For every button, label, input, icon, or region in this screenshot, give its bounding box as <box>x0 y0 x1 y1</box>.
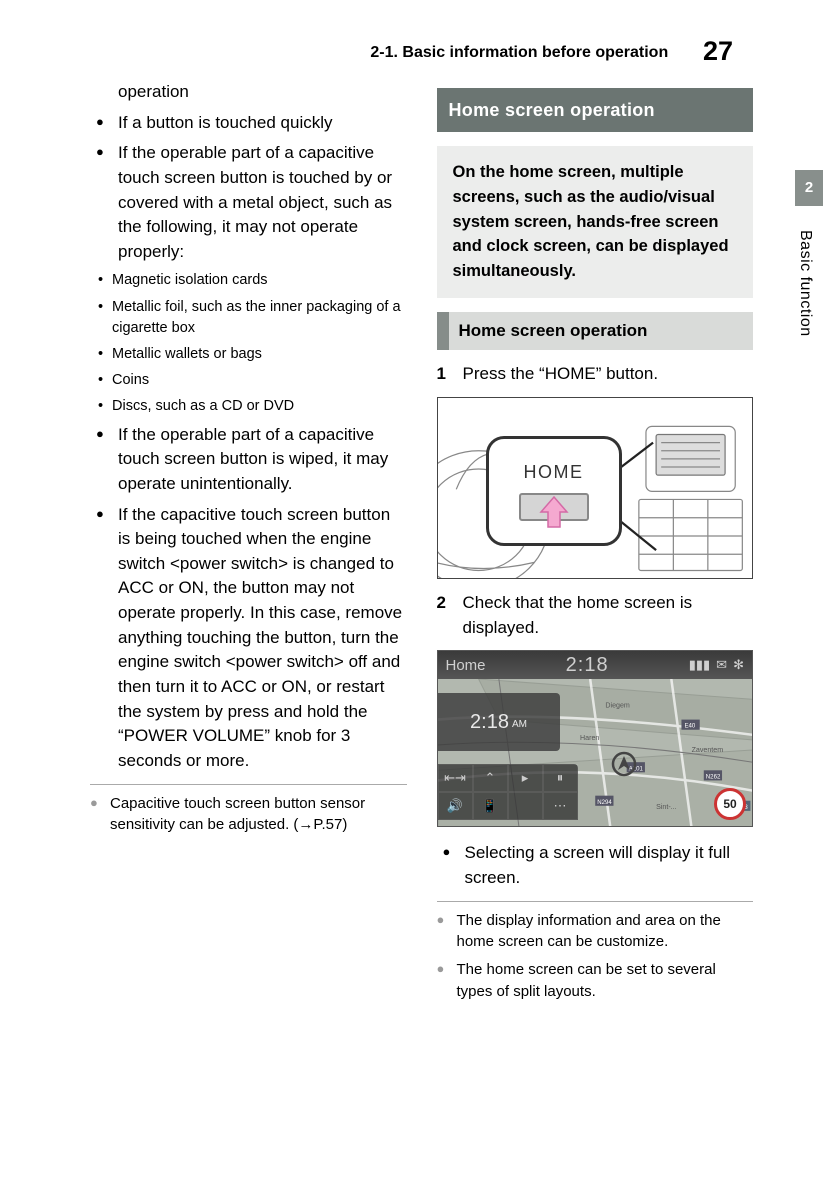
ctrl-btn: ⋯ <box>543 792 578 820</box>
clock-time: 2:18 <box>470 708 509 737</box>
home-button-label: HOME <box>489 459 619 485</box>
step-text: Check that the home screen is displayed. <box>463 591 754 640</box>
screen-body: Diegem Zaventem Sint-... Haren E40 N262 … <box>438 679 753 826</box>
list-item: The display information and area on the … <box>437 910 754 954</box>
primary-bullet-list-1: If a button is touched quickly If the op… <box>90 111 407 265</box>
list-item: If a button is touched quickly <box>90 111 407 136</box>
list-item: Selecting a screen will display it full … <box>437 841 754 890</box>
svg-text:Zaventem: Zaventem <box>691 746 723 754</box>
ctrl-btn: ⏸ <box>543 764 578 792</box>
screen-topbar: Home 2:18 ▮▮▮ ✉ ✻ <box>438 651 753 679</box>
list-item: Coins <box>90 370 407 391</box>
ctrl-btn <box>508 792 543 820</box>
ctrl-btn: 📱 <box>473 792 508 820</box>
status-icons: ▮▮▮ ✉ ✻ <box>689 656 744 675</box>
ctrl-btn: 🔊 <box>438 792 473 820</box>
post-bullet-list: Selecting a screen will display it full … <box>437 841 754 890</box>
step-text: Press the “HOME” button. <box>463 362 659 387</box>
svg-text:N294: N294 <box>597 799 612 806</box>
list-item: If the operable part of a capacitive tou… <box>90 141 407 264</box>
page-number: 27 <box>703 36 733 66</box>
ctrl-btn: ⇤⇥ <box>438 764 473 792</box>
clock-ampm: AM <box>512 718 527 733</box>
svg-text:E40: E40 <box>684 723 695 730</box>
svg-text:N262: N262 <box>705 774 720 781</box>
home-button-callout: HOME <box>486 436 622 546</box>
note-list-right: The display information and area on the … <box>437 910 754 1003</box>
list-item: If the operable part of a capacitive tou… <box>90 423 407 497</box>
svg-text:Sint-...: Sint-... <box>656 803 677 811</box>
list-item: The home screen can be set to several ty… <box>437 959 754 1003</box>
sub-heading: Home screen operation <box>437 312 754 351</box>
map-position-icon <box>610 750 638 786</box>
page-header: 2-1. Basic information before operation … <box>0 32 823 71</box>
list-item: If the capacitive touch screen button is… <box>90 503 407 774</box>
step-1: 1 Press the “HOME” button. <box>437 362 754 387</box>
step-number: 2 <box>437 591 463 640</box>
ctrl-btn: ▸ <box>508 764 543 792</box>
divider <box>437 901 754 902</box>
list-item: Metallic foil, such as the inner packagi… <box>90 297 407 339</box>
step-2: 2 Check that the home screen is displaye… <box>437 591 754 640</box>
svg-text:Diegem: Diegem <box>605 702 630 710</box>
svg-text:Haren: Haren <box>580 734 599 742</box>
list-item: Magnetic isolation cards <box>90 270 407 291</box>
topbar-clock: 2:18 <box>566 651 609 680</box>
intro-box: On the home screen, multiple screens, su… <box>437 146 754 298</box>
control-panel: ⇤⇥ ⌃ ▸ ⏸ 🔊 📱 ⋯ <box>438 764 578 820</box>
step-number: 1 <box>437 362 463 387</box>
up-arrow-icon <box>537 495 571 531</box>
primary-bullet-list-2: If the operable part of a capacitive tou… <box>90 423 407 774</box>
screen-title: Home <box>446 655 486 677</box>
chapter-tab: 2 <box>795 170 823 206</box>
sub-bullet-list: Magnetic isolation cards Metallic foil, … <box>90 270 407 416</box>
section-title: 2-1. Basic information before operation <box>370 44 668 61</box>
clock-panel: 2:18 AM <box>438 693 560 751</box>
list-item: Discs, such as a CD or DVD <box>90 396 407 417</box>
chapter-label: Basic function <box>794 230 817 337</box>
list-item: Capacitive touch screen button sensor se… <box>90 793 407 837</box>
continuation-text: operation <box>118 80 407 105</box>
message-icon: ✉ <box>716 656 727 675</box>
note-list-left: Capacitive touch screen button sensor se… <box>90 793 407 837</box>
figure-home-screen: Home 2:18 ▮▮▮ ✉ ✻ <box>437 650 754 827</box>
content-columns: operation If a button is touched quickly… <box>90 80 753 1151</box>
divider <box>90 784 407 785</box>
figure-home-button: HOME <box>437 397 754 579</box>
bluetooth-icon: ✻ <box>733 656 744 675</box>
signal-icon: ▮▮▮ <box>689 656 710 675</box>
ctrl-btn: ⌃ <box>473 764 508 792</box>
list-item: Metallic wallets or bags <box>90 344 407 365</box>
home-physical-button <box>519 493 589 521</box>
section-heading-dark: Home screen operation <box>437 88 754 132</box>
